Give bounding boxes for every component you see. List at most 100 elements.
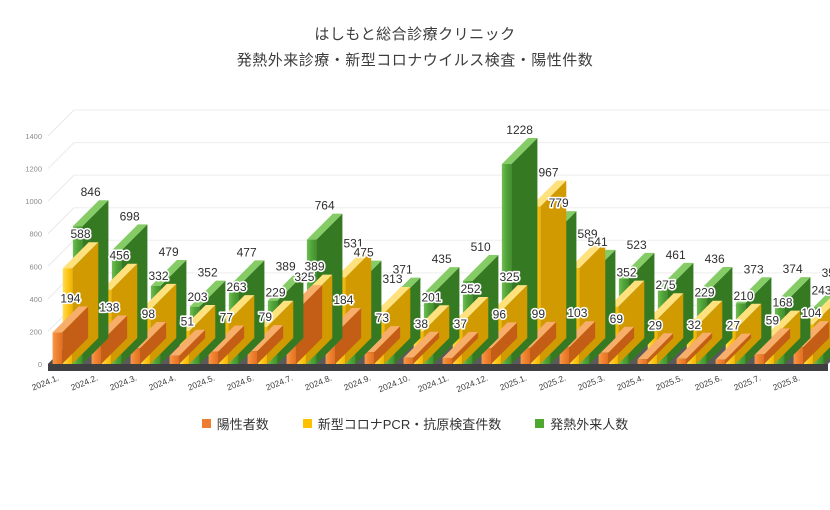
bar [715, 333, 752, 364]
x-axis-label: 2024.3. [108, 373, 138, 393]
y-axis-ticks: 0 200 400 600 800 1000 1200 1400 [25, 132, 42, 369]
data-label: 203 [187, 290, 207, 304]
svg-text:800: 800 [29, 230, 42, 239]
data-label: 79 [259, 310, 273, 324]
x-axis-label: 2025.2. [537, 373, 567, 393]
x-axis-label: 2025.5. [654, 373, 684, 393]
data-label: 374 [783, 262, 803, 276]
bar [52, 306, 89, 364]
data-label: 103 [567, 306, 587, 320]
data-label: 1228 [506, 123, 533, 137]
data-label: 698 [120, 209, 140, 223]
legend-label-tests: 新型コロナPCR・抗原検査件数 [317, 417, 502, 432]
x-axis-ticks: 2024.1. 2024.2. 2024.3. 2024.4. 2024.5. 2024.… [30, 373, 801, 395]
data-label: 531 [343, 237, 363, 251]
legend-swatch-visits [535, 419, 545, 428]
chart-legend: 陽性者数 新型コロナPCR・抗原検査件数 発熱外来人数 [0, 414, 830, 433]
bar [676, 332, 713, 364]
x-axis-label: 2025.1. [498, 373, 528, 393]
data-label: 51 [181, 315, 195, 329]
x-axis-label: 2024.5. [186, 373, 216, 393]
x-axis-label: 2025.8. [771, 373, 801, 393]
data-label: 313 [382, 272, 402, 286]
x-axis-label: 2024.11. [416, 373, 450, 394]
data-label: 523 [627, 238, 647, 252]
data-label: 479 [159, 245, 179, 259]
x-axis-label: 2024.12. [455, 373, 489, 395]
data-label: 275 [655, 278, 675, 292]
x-axis-label: 2024.7. [264, 373, 294, 393]
legend-label-positive: 陽性者数 [216, 417, 269, 432]
data-label: 138 [99, 301, 119, 315]
bar [442, 331, 479, 364]
data-label: 69 [610, 312, 624, 326]
data-label: 325 [294, 270, 314, 284]
data-label: 27 [727, 319, 741, 333]
data-label: 389 [304, 260, 324, 274]
bar [598, 326, 635, 364]
x-axis-label: 2024.4. [147, 373, 177, 393]
data-label: 435 [432, 252, 452, 266]
x-axis-label: 2024.10. [377, 373, 411, 395]
svg-text:1000: 1000 [25, 197, 42, 206]
data-label: 98 [142, 307, 156, 321]
data-label: 210 [733, 289, 753, 303]
svg-text:0: 0 [38, 360, 42, 369]
data-label: 371 [393, 263, 413, 277]
data-label: 263 [226, 280, 246, 294]
data-label: 325 [499, 270, 519, 284]
data-label: 373 [744, 262, 764, 276]
legend-label-visits: 発熱外来人数 [550, 417, 629, 432]
data-label: 229 [694, 286, 714, 300]
data-label: 229 [265, 286, 285, 300]
data-label: 541 [588, 235, 608, 249]
data-label: 461 [666, 248, 686, 262]
x-axis-label: 2025.7. [732, 373, 762, 393]
data-label: 104 [801, 306, 821, 320]
x-axis-label: 2024.9. [342, 373, 372, 393]
data-labels-group: 194 588 846 138 456 698 98 332 479 51 203 352 77 263 4… [59, 121, 830, 334]
chart-title: はしもと総合診療クリニック 発熱外来診療・新型コロナウイルス検査・陽性件数 [0, 22, 830, 74]
chart-title-line-2: 発熱外来診療・新型コロナウイルス検査・陽性件数 [236, 52, 594, 69]
data-label: 764 [315, 199, 335, 213]
data-label: 351 [822, 266, 830, 280]
data-label: 967 [538, 166, 558, 180]
chart-title-line-1: はしもと総合診療クリニック [314, 26, 516, 43]
x-axis-label: 2025.6. [693, 373, 723, 393]
data-label: 37 [454, 317, 468, 331]
data-label: 352 [616, 266, 636, 280]
data-label: 99 [532, 307, 546, 321]
data-label: 184 [333, 293, 353, 307]
x-axis-label: 2024.6. [225, 373, 255, 393]
data-label: 201 [421, 290, 441, 304]
data-label: 252 [460, 282, 480, 296]
data-label: 456 [109, 249, 129, 263]
data-label: 332 [148, 269, 168, 283]
legend-item-visits[interactable]: 発熱外来人数 [535, 414, 628, 433]
x-axis-label: 2024.8. [303, 373, 333, 393]
data-label: 477 [237, 245, 257, 259]
data-label: 475 [354, 246, 374, 260]
x-axis-label: 2024.2. [69, 373, 99, 393]
legend-swatch-positive [201, 419, 211, 428]
svg-text:1400: 1400 [25, 132, 42, 141]
bar [169, 329, 206, 364]
data-label: 588 [70, 227, 90, 241]
data-label: 32 [688, 318, 702, 332]
bar-series-group [52, 138, 830, 364]
legend-swatch-tests [302, 419, 312, 428]
data-label: 389 [276, 260, 296, 274]
data-label: 846 [81, 185, 101, 199]
x-axis-label: 2025.4. [615, 373, 645, 393]
x-axis-label: 2025.3. [576, 373, 606, 393]
data-label: 59 [766, 313, 780, 327]
data-label: 779 [549, 196, 569, 210]
legend-item-tests[interactable]: 新型コロナPCR・抗原検査件数 [302, 414, 502, 433]
data-label: 352 [198, 266, 218, 280]
legend-item-positive[interactable]: 陽性者数 [201, 414, 269, 433]
data-label: 589 [577, 227, 597, 241]
svg-text:600: 600 [29, 262, 42, 271]
data-label: 77 [220, 310, 234, 324]
x-axis-label: 2024.1. [30, 373, 60, 393]
